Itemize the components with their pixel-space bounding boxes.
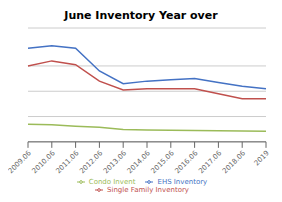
svg-text:2010.06: 2010.06 [31, 149, 58, 176]
svg-text:2018.06: 2018.06 [221, 149, 248, 176]
svg-text:2015.06: 2015.06 [150, 149, 177, 176]
svg-text:2017.06: 2017.06 [197, 149, 224, 176]
svg-text:2009.06: 2009.06 [8, 149, 33, 176]
html-text:June Inventory Year over: June Inventory Year over [64, 9, 218, 22]
svg-text:2012.06: 2012.06 [78, 149, 105, 176]
html-text:Single Family Inventory: Single Family Inventory [107, 185, 189, 194]
svg-text:2016.06: 2016.06 [173, 149, 200, 176]
html-text:Condo Invent: Condo Invent [88, 177, 136, 186]
svg-text:2013.06: 2013.06 [102, 149, 129, 176]
svg-text:2019: 2019 [253, 149, 271, 167]
svg-text:2014.06: 2014.06 [126, 149, 153, 176]
svg-text:2011.06: 2011.06 [54, 149, 81, 176]
html-text:EHS Inventory: EHS Inventory [157, 177, 208, 186]
